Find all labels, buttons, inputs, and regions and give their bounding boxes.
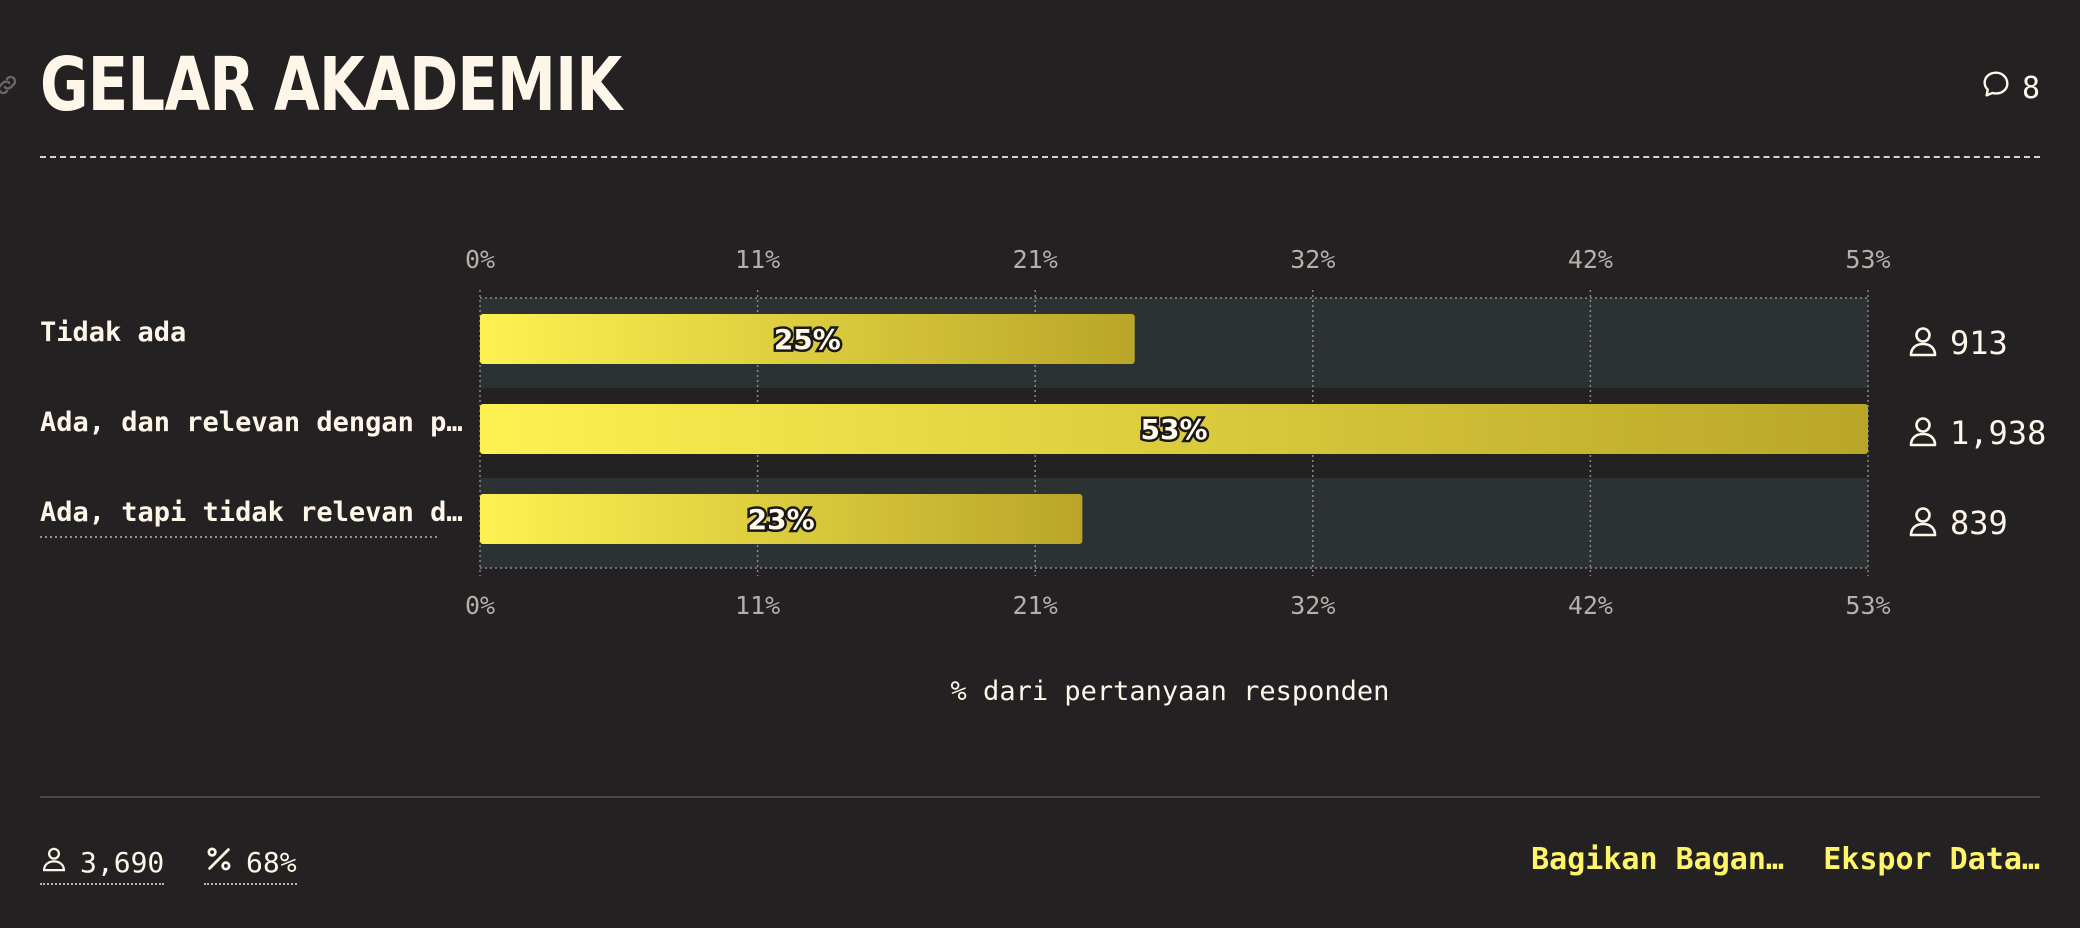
category-label: Ada, dan relevan dengan p… xyxy=(40,407,463,438)
x-tick-label: 21% xyxy=(1013,245,1058,274)
x-tick-label: 42% xyxy=(1568,591,1613,620)
category-label: Ada, tapi tidak relevan d… xyxy=(40,497,463,528)
share-chart-button[interactable]: Bagikan Bagan… xyxy=(1531,842,1784,877)
x-tick-label: 32% xyxy=(1290,245,1335,274)
x-tick-label: 0% xyxy=(465,591,495,620)
response-rate-stat[interactable]: 68% xyxy=(204,844,297,885)
comment-count: 8 xyxy=(2021,70,2040,106)
x-axis-label: % dari pertanyaan responden xyxy=(950,676,1390,707)
export-data-button[interactable]: Ekspor Data… xyxy=(1823,842,2040,877)
respondent-count: 839 xyxy=(1950,504,2008,542)
bar xyxy=(480,494,1083,544)
x-tick-label: 42% xyxy=(1568,245,1613,274)
link-icon[interactable] xyxy=(0,72,20,102)
percent-icon xyxy=(204,844,234,881)
person-icon xyxy=(1909,507,1937,537)
category-label: Tidak ada xyxy=(40,317,186,348)
title-divider xyxy=(40,156,2040,158)
person-icon-body xyxy=(1909,522,1937,537)
x-tick-label: 0% xyxy=(465,245,495,274)
comment-icon xyxy=(1980,68,2012,108)
x-tick-label: 11% xyxy=(735,591,780,620)
bar xyxy=(480,404,1868,454)
response-rate-value: 68% xyxy=(246,846,297,879)
total-respondents-value: 3,690 xyxy=(80,846,165,879)
bar-chart: 25% 53% 23% 0% 0% 11% 11% 21% 21% 32% 32% 42% 42% 53… xyxy=(40,245,2046,620)
x-tick-label: 11% xyxy=(735,245,780,274)
respondent-count: 1,938 xyxy=(1950,414,2046,452)
comments-button[interactable]: 8 xyxy=(1980,68,2040,108)
person-icon xyxy=(40,844,68,881)
person-icon-head xyxy=(1915,507,1931,523)
x-tick-label: 32% xyxy=(1290,591,1335,620)
person-icon xyxy=(1909,327,1937,357)
person-icon-head xyxy=(1915,417,1931,433)
bar xyxy=(480,314,1135,364)
bar-value-label: 53% xyxy=(1140,413,1207,446)
total-respondents-stat[interactable]: 3,690 xyxy=(40,844,165,885)
person-icon-head xyxy=(1915,327,1931,343)
person-icon-body xyxy=(1909,432,1937,447)
person-icon-body xyxy=(1909,342,1937,357)
x-tick-label: 53% xyxy=(1845,591,1890,620)
bar-value-label: 25% xyxy=(774,323,841,356)
footer-divider xyxy=(40,796,2040,798)
bar-value-label: 23% xyxy=(748,503,815,536)
person-icon xyxy=(1909,417,1937,447)
x-tick-label: 21% xyxy=(1013,591,1058,620)
page-title: GELAR AKADEMIK xyxy=(40,42,622,128)
x-tick-label: 53% xyxy=(1845,245,1890,274)
respondent-count: 913 xyxy=(1950,324,2008,362)
